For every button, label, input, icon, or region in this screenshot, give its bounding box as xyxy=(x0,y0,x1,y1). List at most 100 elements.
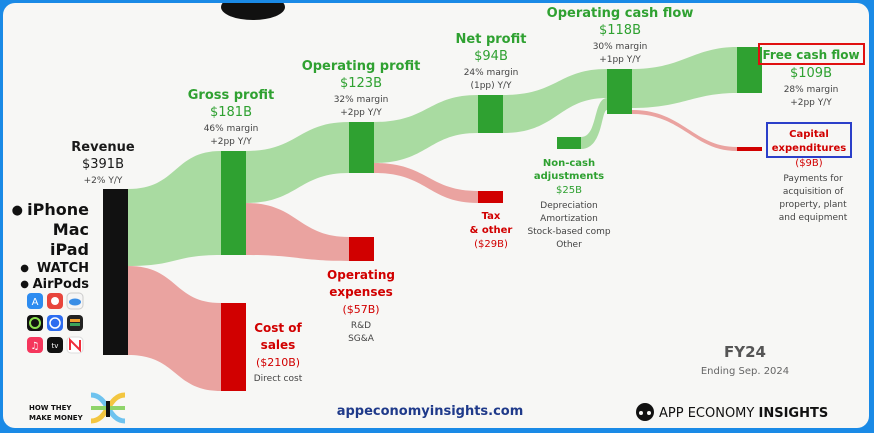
svg-text:A: A xyxy=(32,297,39,308)
gross-profit-note1: 46% margin xyxy=(204,124,259,134)
opex-bar xyxy=(349,237,374,261)
gross-profit-title: Gross profit xyxy=(188,88,275,103)
apple-logo-iphone-icon: ● xyxy=(12,203,23,218)
capex-bar xyxy=(737,147,762,151)
flows xyxy=(128,47,737,391)
services-icons: A ♫ tv xyxy=(27,292,84,354)
cos-value: ($210B) xyxy=(256,356,300,369)
capex-highlight-box xyxy=(766,122,852,158)
net-profit-bar xyxy=(478,95,503,133)
segment-iphone: iPhone xyxy=(27,200,89,219)
period-subtitle: Ending Sep. 2024 xyxy=(701,366,789,377)
segment-airpods: AirPods xyxy=(33,277,90,292)
flow-gross-opex xyxy=(246,203,349,261)
gross-profit-bar xyxy=(221,151,246,255)
fcf-bar xyxy=(737,47,762,93)
flow-revenue-gross xyxy=(128,151,221,266)
cos-title2: sales xyxy=(261,338,296,352)
revenue-note: +2% Y/Y xyxy=(84,176,123,186)
tax-title2: & other xyxy=(470,225,513,236)
ocf-title: Operating cash flow xyxy=(547,6,694,21)
app-economy-insights-brand: APP ECONOMY INSIGHTS xyxy=(636,403,828,421)
apple-music-icon xyxy=(27,337,43,353)
capex-desc-0: Payments for xyxy=(783,174,843,184)
noncash-value: $25B xyxy=(556,185,582,196)
apple-logo-airpods-icon: ● xyxy=(20,279,29,290)
noncash-desc-0: Depreciation xyxy=(540,201,597,211)
revenue-value: $391B xyxy=(82,157,124,172)
net-profit-note1: 24% margin xyxy=(464,68,519,78)
noncash-title1: Non-cash xyxy=(543,158,595,169)
node-bars xyxy=(103,47,762,391)
gross-profit-note2: +2pp Y/Y xyxy=(210,137,252,147)
cos-desc-0: Direct cost xyxy=(254,374,303,384)
brand-bold: INSIGHTS xyxy=(758,406,828,421)
flow-operating-net xyxy=(374,95,478,163)
capex-desc-1: acquisition of xyxy=(783,187,844,197)
ocf-note2: +1pp Y/Y xyxy=(599,55,641,65)
how-they-make-money-logo: HOW THEY MAKE MONEY xyxy=(29,392,126,424)
segment-ipad: iPad xyxy=(50,240,89,259)
opex-title2: expenses xyxy=(329,285,393,299)
capex-title2: expenditures xyxy=(772,143,846,154)
ocf-value: $118B xyxy=(599,23,641,38)
tax-bar xyxy=(478,191,503,203)
htm-line2: MAKE MONEY xyxy=(29,414,84,422)
opex-desc-1: SG&A xyxy=(348,334,375,344)
capex-desc-3: and equipment xyxy=(779,213,848,223)
apple-logo-watch-icon: ● xyxy=(20,263,29,274)
net-profit-title: Net profit xyxy=(456,32,527,47)
revenue-title: Revenue xyxy=(71,140,135,155)
fcf-value: $109B xyxy=(790,66,832,81)
flow-noncash-ocf xyxy=(581,98,607,149)
segment-mac: Mac xyxy=(53,220,89,239)
capex-value: ($9B) xyxy=(795,158,822,169)
fcf-highlight-box xyxy=(758,43,865,65)
opex-value: ($57B) xyxy=(342,303,379,316)
capex-title1: Capital xyxy=(789,129,829,140)
operating-profit-note2: +2pp Y/Y xyxy=(340,108,382,118)
svg-text:APP ECONOMY INSIGHTS: APP ECONOMY INSIGHTS xyxy=(659,406,828,421)
brand-logo-icon xyxy=(636,403,654,421)
flow-gross-operating xyxy=(246,122,349,203)
app-store-icon xyxy=(27,293,43,309)
fcf-note1: 28% margin xyxy=(784,85,839,95)
operating-profit-value: $123B xyxy=(340,76,382,91)
net-profit-value: $94B xyxy=(474,49,508,64)
ocf-bar xyxy=(607,69,632,114)
sankey-diagram: Revenue $391B +2% Y/Y Gross profit $181B… xyxy=(12,3,865,424)
svg-text:♫: ♫ xyxy=(31,341,40,352)
gross-profit-value: $181B xyxy=(210,105,252,120)
brand-regular: APP ECONOMY xyxy=(659,406,754,421)
noncash-desc-3: Other xyxy=(556,240,582,250)
fcf-title: Free cash flow xyxy=(762,48,859,62)
opex-desc-0: R&D xyxy=(351,321,371,331)
period-title: FY24 xyxy=(724,343,766,361)
flow-ocf-fcf xyxy=(632,47,737,108)
website-link[interactable]: appeconomyinsights.com xyxy=(337,404,524,419)
apple-tv-icon xyxy=(47,337,63,353)
opex-title1: Operating xyxy=(327,268,395,282)
ocf-note1: 30% margin xyxy=(593,42,648,52)
apple-logo-top-icon xyxy=(221,3,285,20)
net-profit-note2: (1pp) Y/Y xyxy=(470,81,512,91)
noncash-title2: adjustments xyxy=(534,171,604,182)
noncash-desc-2: Stock-based comp xyxy=(527,227,610,237)
operating-profit-title: Operating profit xyxy=(302,59,421,74)
cos-title1: Cost of xyxy=(254,321,302,335)
operating-profit-bar xyxy=(349,122,374,173)
tax-title1: Tax xyxy=(482,211,501,222)
revenue-bar xyxy=(103,189,128,355)
cost-of-sales-bar xyxy=(221,303,246,391)
operating-profit-note1: 32% margin xyxy=(334,95,389,105)
flow-operating-tax xyxy=(374,163,478,203)
noncash-desc-1: Amortization xyxy=(540,214,598,224)
htm-line1: HOW THEY xyxy=(29,404,72,412)
chart-frame: Revenue $391B +2% Y/Y Gross profit $181B… xyxy=(3,3,869,428)
flow-ocf-capex xyxy=(632,110,737,151)
svg-text:tv: tv xyxy=(52,342,59,350)
noncash-bar xyxy=(557,137,581,149)
fcf-note2: +2pp Y/Y xyxy=(790,98,832,108)
capex-desc-2: property, plant xyxy=(779,200,847,210)
flow-net-ocf xyxy=(503,69,607,133)
